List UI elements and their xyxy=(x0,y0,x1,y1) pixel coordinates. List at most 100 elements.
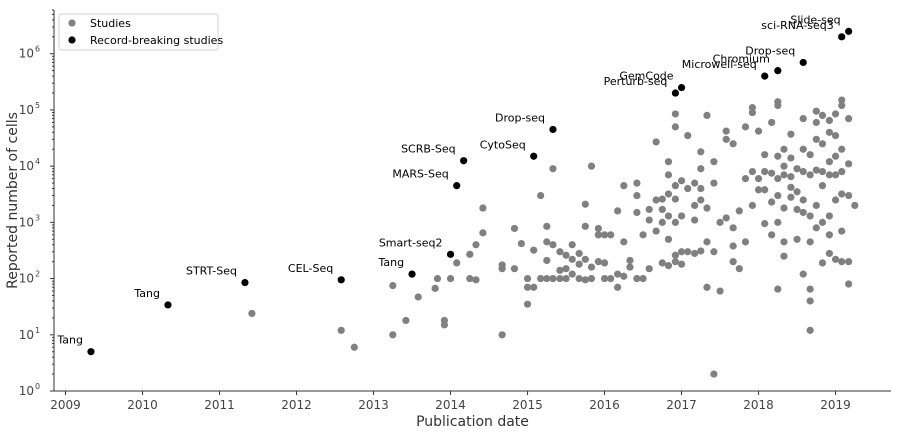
study-point xyxy=(684,131,692,140)
study-point xyxy=(838,96,846,104)
study-point xyxy=(633,179,641,187)
study-point xyxy=(664,262,673,270)
study-point xyxy=(812,118,820,127)
study-point xyxy=(806,285,814,293)
x-tick-label: 2018 xyxy=(743,398,774,412)
study-point xyxy=(440,316,448,325)
study-point xyxy=(620,182,628,190)
y-tick-label: 10 xyxy=(19,103,34,117)
record-point xyxy=(241,278,249,287)
legend-label-record: Record-breaking studies xyxy=(90,34,223,47)
study-point xyxy=(684,248,692,256)
record-point xyxy=(453,182,461,190)
study-point xyxy=(664,235,673,243)
study-point xyxy=(517,239,525,248)
study-point xyxy=(793,205,801,214)
study-point xyxy=(587,162,596,170)
study-point xyxy=(472,241,480,249)
study-point xyxy=(774,98,782,106)
study-point xyxy=(761,186,769,194)
study-point xyxy=(652,227,660,235)
study-point xyxy=(787,130,795,138)
record-point xyxy=(446,250,455,258)
study-point xyxy=(350,343,358,351)
axes: 2009 2010 2011 2012 2013 2014 2015 2016 2017 2018… xyxy=(19,9,891,412)
study-point xyxy=(677,260,686,268)
study-point xyxy=(761,168,769,176)
study-point xyxy=(620,272,628,280)
annotation-label: Tang xyxy=(56,334,83,347)
study-point xyxy=(729,140,737,148)
study-point xyxy=(671,123,679,131)
study-point xyxy=(787,173,795,181)
study-point xyxy=(677,177,686,185)
study-point xyxy=(799,168,807,176)
y-axis-title: Reported number of cells xyxy=(5,112,21,289)
study-point xyxy=(498,331,506,339)
axis-titles: Publication date Reported number of cell… xyxy=(5,112,529,430)
study-point xyxy=(710,158,718,166)
y-tick-label: 10 xyxy=(19,159,34,173)
annotation-label: Slide-seq xyxy=(790,13,840,26)
study-point xyxy=(799,115,807,123)
study-point xyxy=(806,238,814,246)
study-point xyxy=(806,297,814,305)
study-point xyxy=(825,231,833,239)
record-point xyxy=(799,58,807,67)
study-point xyxy=(658,195,666,203)
study-point xyxy=(845,280,853,288)
study-point xyxy=(838,101,846,110)
study-point xyxy=(697,165,705,173)
legend-label-studies: Studies xyxy=(90,17,131,30)
annotation-label: CEL-Seq xyxy=(288,262,333,275)
x-tick-label: 2012 xyxy=(281,398,312,412)
study-point xyxy=(748,168,756,176)
study-point xyxy=(671,182,679,190)
study-point xyxy=(549,165,557,173)
study-point xyxy=(433,274,442,283)
study-point xyxy=(575,274,583,283)
legend-box xyxy=(58,13,219,51)
annotation-label: Microwell-seq xyxy=(682,58,757,71)
study-point xyxy=(691,201,699,210)
study-point xyxy=(639,231,647,239)
study-point xyxy=(523,300,532,308)
study-point xyxy=(664,171,673,179)
y-tick-exponent: 0 xyxy=(35,382,40,391)
study-point xyxy=(537,274,545,283)
y-tick-exponent: 6 xyxy=(35,45,40,54)
study-point xyxy=(581,255,589,263)
study-point xyxy=(774,218,782,226)
study-point xyxy=(780,171,788,179)
study-point xyxy=(600,231,609,239)
study-point xyxy=(818,259,827,267)
study-point xyxy=(633,274,641,283)
annotations: Tang Tang STRT-Seq CEL-Seq Tang Smart-seq2 MAR… xyxy=(56,13,840,346)
study-point xyxy=(780,204,788,212)
study-point xyxy=(703,238,711,246)
study-point xyxy=(658,218,666,226)
study-point xyxy=(799,145,807,153)
record-point xyxy=(530,152,538,160)
study-point xyxy=(691,179,699,187)
study-point xyxy=(838,258,846,266)
study-point xyxy=(645,205,653,214)
study-point xyxy=(716,218,724,226)
study-point xyxy=(337,326,345,334)
record-point xyxy=(761,72,769,80)
study-point xyxy=(645,216,653,224)
study-point xyxy=(845,160,853,168)
study-point xyxy=(768,231,776,239)
study-point xyxy=(523,283,532,291)
x-tick-label: 2015 xyxy=(512,398,543,412)
study-point xyxy=(479,229,487,237)
annotation-label: Tang xyxy=(133,287,160,300)
legend-marker-record xyxy=(68,36,76,44)
y-tick-label: 10 xyxy=(19,47,34,61)
x-tick-label: 2017 xyxy=(666,398,697,412)
study-point xyxy=(614,207,622,215)
study-point xyxy=(845,115,853,123)
annotation-label: sci-RNA-seq3 xyxy=(761,19,833,32)
record-point xyxy=(164,301,172,309)
